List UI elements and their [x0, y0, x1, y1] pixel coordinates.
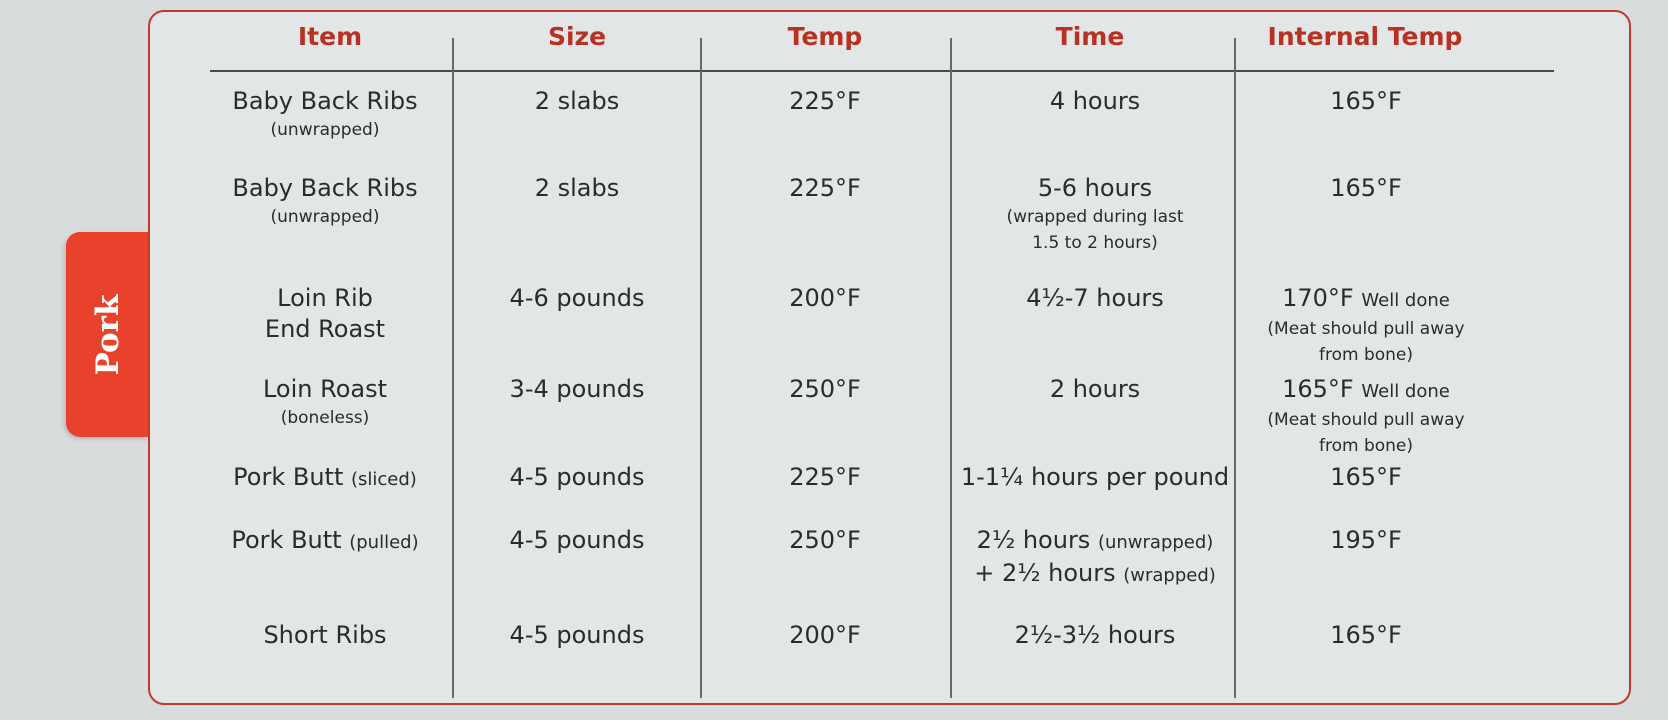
table-cell-internal: 165°F: [1330, 463, 1402, 491]
pork-category-tab: Pork: [66, 232, 150, 437]
table-row-item: Loin Roast (boneless): [262, 375, 388, 428]
table-cell-time: 4½-7 hours: [1026, 284, 1164, 312]
header-divider: [210, 70, 1554, 72]
table-cell-temp: 200°F: [789, 621, 861, 649]
table-cell-internal: 165°F: [1330, 621, 1402, 649]
table-cell-size: 3-4 pounds: [509, 375, 645, 403]
table-cell-size: 4-5 pounds: [509, 463, 645, 491]
table-cell-internal: 165°F Well done (Meat should pull away f…: [1267, 375, 1465, 456]
table-cell-time: 4 hours: [1049, 87, 1141, 115]
table-cell-temp: 225°F: [789, 174, 861, 202]
table-row-item: Short Ribs: [263, 621, 387, 649]
column-divider: [1234, 38, 1236, 698]
table-cell-temp: 225°F: [789, 87, 861, 115]
column-divider: [700, 38, 702, 698]
table-cell-temp: 250°F: [789, 375, 861, 403]
table-cell-temp: 200°F: [789, 284, 861, 312]
table-row-item: Baby Back Ribs (unwrapped): [232, 87, 418, 140]
table-row-item: Loin Rib End Roast: [264, 284, 386, 343]
table-cell-size: 2 slabs: [534, 87, 620, 115]
header-time: Time: [1055, 22, 1125, 51]
table-cell-time: 2½-3½ hours: [1014, 621, 1176, 649]
table-row-item: Baby Back Ribs (unwrapped): [232, 174, 418, 227]
table-cell-time: 1-1¼ hours per pound: [960, 463, 1230, 491]
table-row-item: Pork Butt (sliced): [233, 463, 417, 491]
table-cell-time: 2 hours: [1049, 375, 1141, 403]
table-cell-internal: 165°F: [1330, 87, 1402, 115]
table-cell-temp: 250°F: [789, 526, 861, 554]
table-cell-time: 5-6 hours (wrapped during last 1.5 to 2 …: [1006, 174, 1184, 253]
table-cell-temp: 225°F: [789, 463, 861, 491]
pork-smoking-table: [148, 10, 1631, 705]
column-divider: [452, 38, 454, 698]
table-cell-size: 2 slabs: [534, 174, 620, 202]
header-item: Item: [297, 22, 363, 51]
table-cell-size: 4-5 pounds: [509, 526, 645, 554]
header-internal-temp: Internal Temp: [1267, 22, 1463, 51]
header-temp: Temp: [787, 22, 863, 51]
table-row-item: Pork Butt (pulled): [231, 526, 419, 554]
tab-label: Pork: [90, 294, 126, 375]
header-size: Size: [547, 22, 607, 51]
table-cell-time: 2½ hours (unwrapped) + 2½ hours (wrapped…: [974, 526, 1216, 587]
table-cell-size: 4-6 pounds: [509, 284, 645, 312]
table-cell-internal: 165°F: [1330, 174, 1402, 202]
table-cell-internal: 195°F: [1330, 526, 1402, 554]
table-cell-internal: 170°F Well done (Meat should pull away f…: [1267, 284, 1465, 365]
column-divider: [950, 38, 952, 698]
table-cell-size: 4-5 pounds: [509, 621, 645, 649]
